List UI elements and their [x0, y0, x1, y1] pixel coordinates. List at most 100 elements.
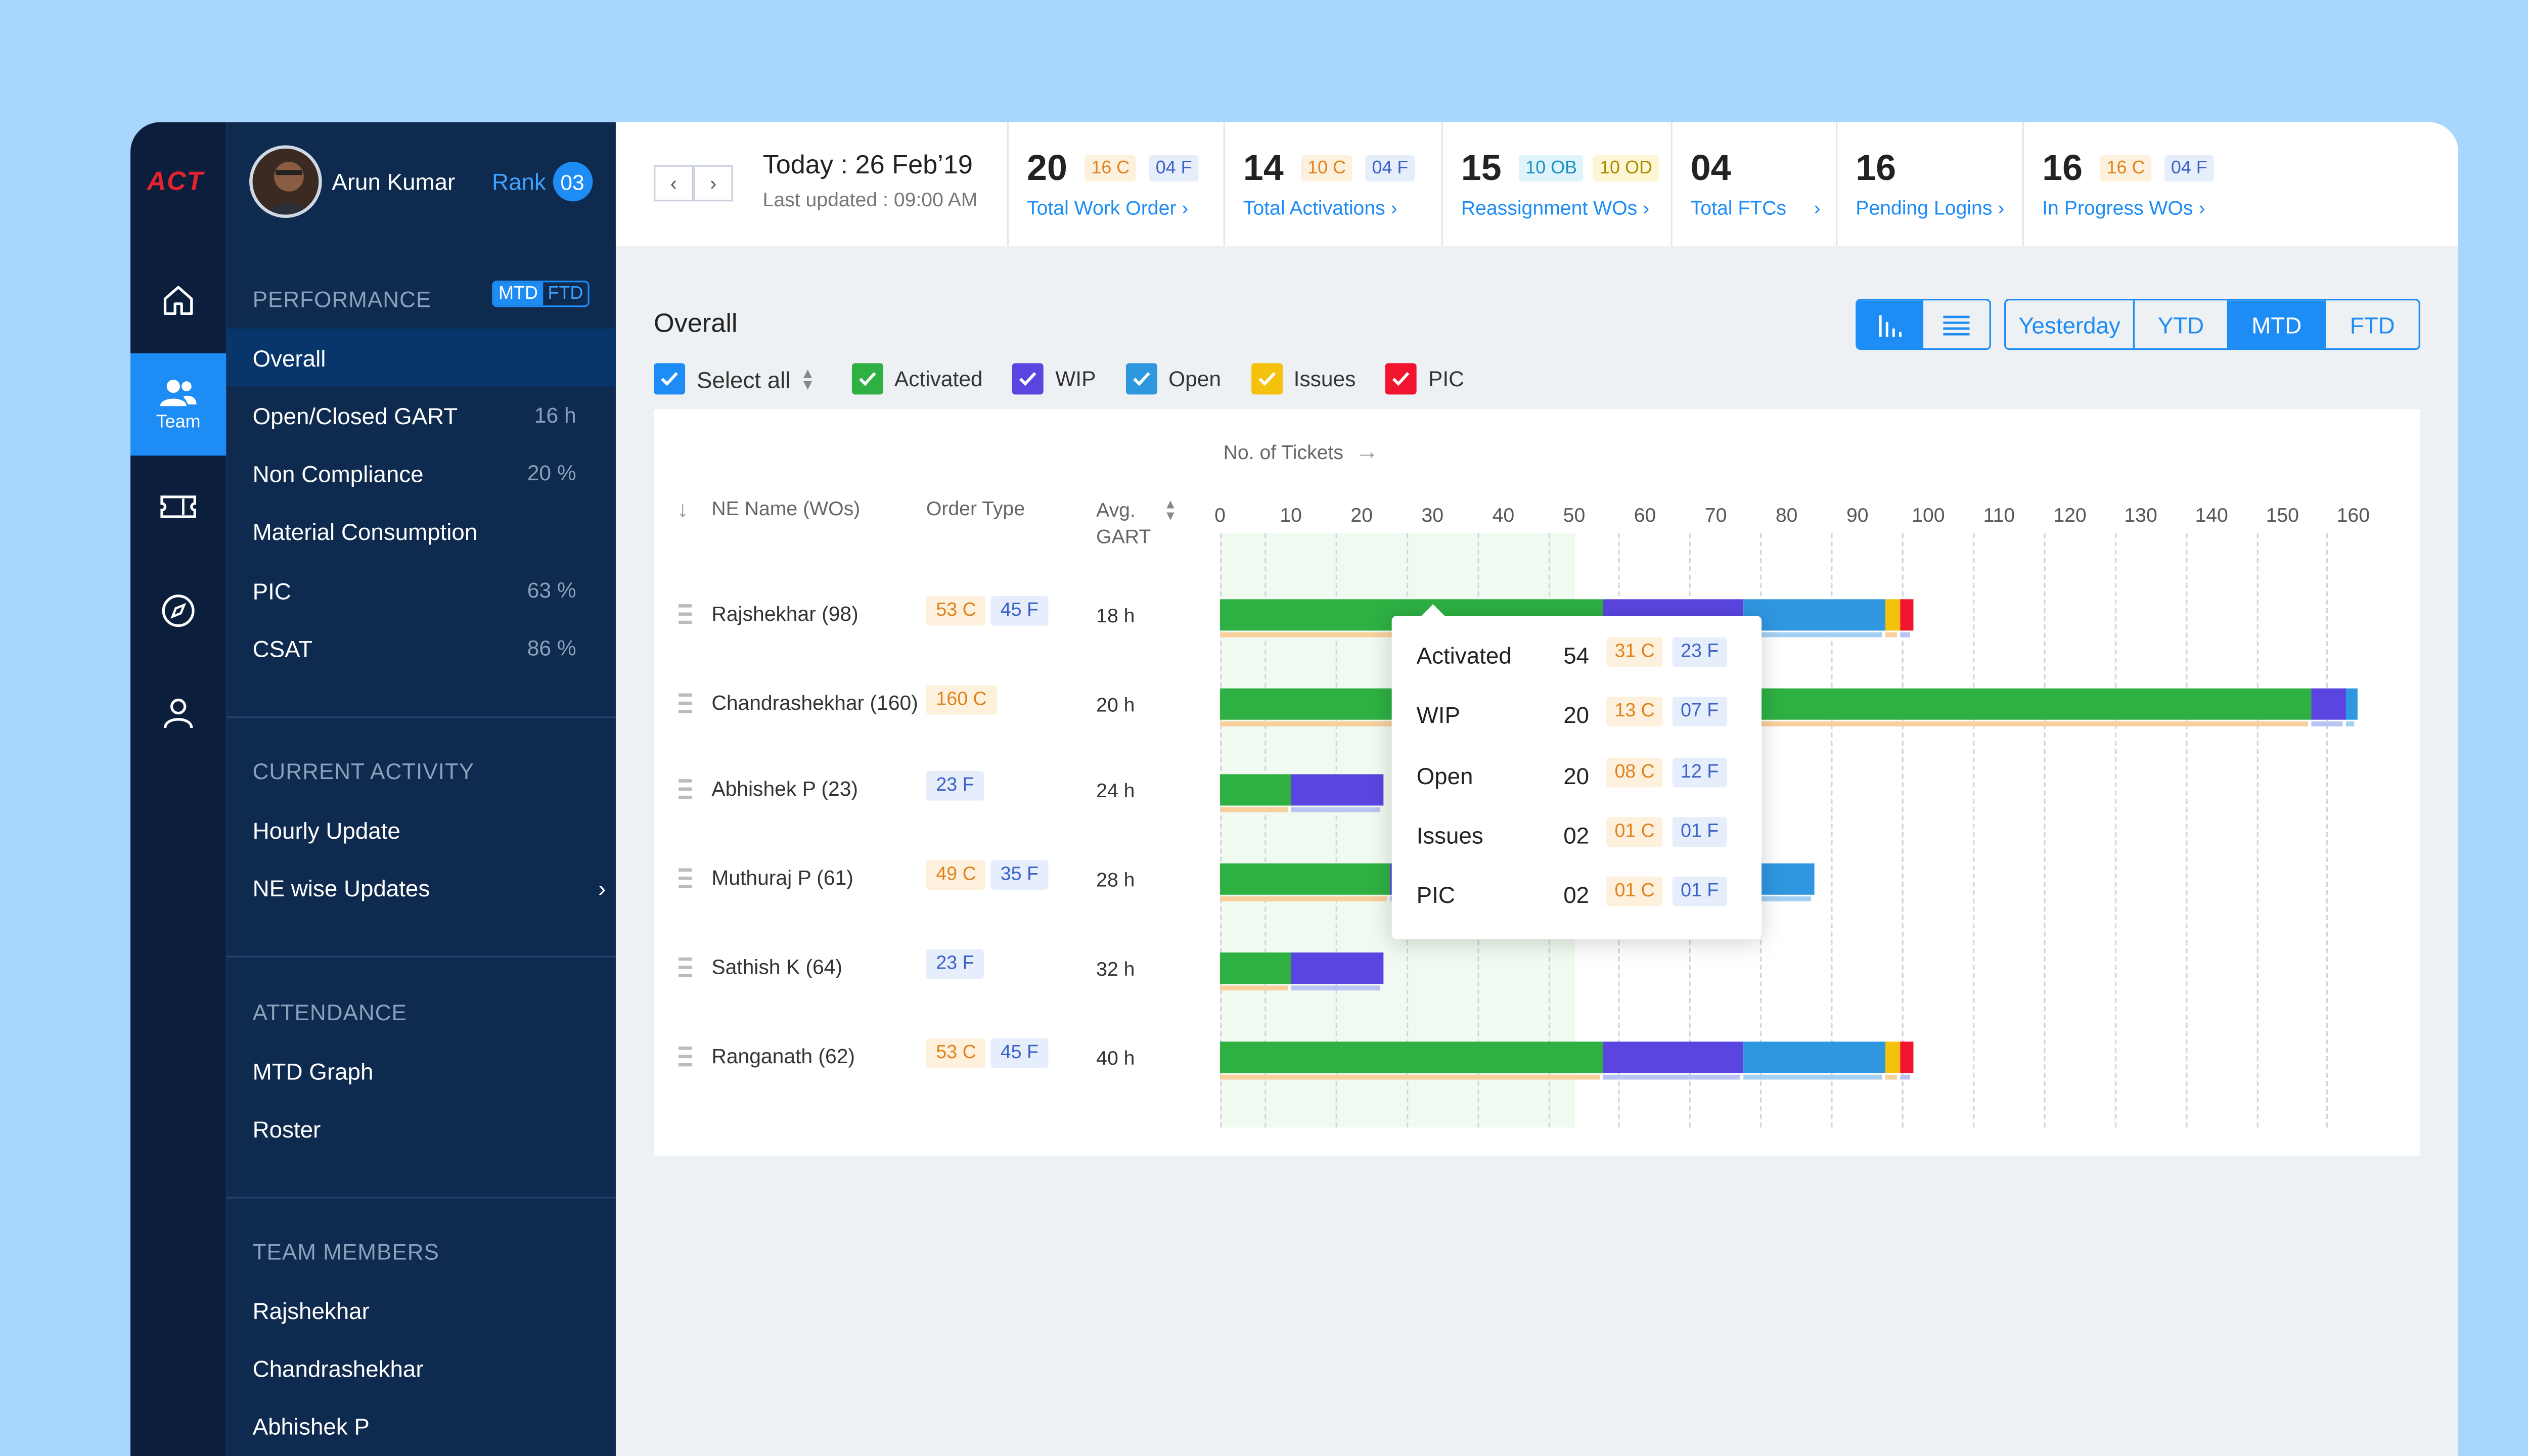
grid-line: [1220, 533, 1222, 1128]
select-all-checkbox[interactable]: Select all ▲ ▼: [654, 363, 815, 395]
stat-chip-c: 16 C: [2100, 155, 2152, 182]
user-profile[interactable]: Arun Kumar: [249, 145, 455, 218]
profile-nav-button[interactable]: [130, 677, 226, 750]
tooltip-row: WIP 20 13 C 07 F: [1417, 695, 1747, 738]
bar-segment-wip[interactable]: [2311, 688, 2346, 720]
sidebar-item-team-member[interactable]: Chandrashekhar: [226, 1339, 616, 1396]
drag-handle-icon[interactable]: [679, 779, 692, 799]
bar-segment-activated[interactable]: [1220, 688, 2311, 720]
rank-label: Rank: [492, 168, 546, 195]
check-icon: [1125, 363, 1157, 395]
toggle-mtd[interactable]: MTD: [493, 282, 543, 306]
legend-open[interactable]: Open: [1125, 363, 1221, 395]
grid-line: [1831, 533, 1833, 1128]
column-avg-gart[interactable]: Avg. GART: [1096, 498, 1151, 549]
drag-handle-icon[interactable]: [679, 957, 692, 978]
sort-icon[interactable]: ▲ ▼: [1164, 496, 1177, 524]
drag-handle-icon[interactable]: [679, 604, 692, 624]
sidebar-item-non-compliance[interactable]: Non Compliance 20 %: [226, 444, 616, 502]
sidebar-item-team-member[interactable]: Abhishek P: [226, 1396, 616, 1454]
next-date-button[interactable]: ›: [693, 165, 733, 202]
bar-segment-activated[interactable]: [1220, 952, 1291, 984]
bar-segment-open[interactable]: [1744, 1041, 1886, 1073]
view-toggle: [1856, 299, 1991, 350]
sidebar-item-team-member[interactable]: Rajshekhar: [226, 1281, 616, 1339]
tooltip-chip-c: 01 C: [1606, 817, 1663, 847]
bar-segment-wip[interactable]: [1291, 774, 1383, 806]
stat-link[interactable]: Pending Logins ›: [1856, 196, 2005, 220]
stat-link[interactable]: Reassignment WOs ›: [1461, 196, 1650, 220]
stat-link[interactable]: Total Activations ›: [1243, 196, 1397, 220]
drag-handle-icon[interactable]: [679, 1046, 692, 1067]
table-row[interactable]: Abhishek P (23) 23 F 24 h: [654, 766, 2420, 815]
sidebar-item-material-consumption[interactable]: Material Consumption: [226, 502, 616, 560]
grid-line: [1972, 533, 1974, 1128]
tab-mtd[interactable]: MTD: [2227, 300, 2325, 348]
legend-wip[interactable]: WIP: [1012, 363, 1096, 395]
tooltip-chip-f: 01 F: [1672, 817, 1727, 847]
sidebar-item-roster[interactable]: Roster: [226, 1100, 616, 1157]
bar-segment-wip[interactable]: [1291, 952, 1383, 984]
avg-gart-value: 40 h: [1096, 1046, 1135, 1070]
bar-segment-pic[interactable]: [1900, 1041, 1914, 1073]
legend-pic[interactable]: PIC: [1385, 363, 1464, 395]
tab-ftd[interactable]: FTD: [2324, 300, 2419, 348]
sidebar-item-open-closed-gart[interactable]: Open/Closed GART 16 h: [226, 386, 616, 444]
bar-segment-activated[interactable]: [1220, 863, 1390, 895]
sidebar-item-overall[interactable]: Overall: [226, 328, 616, 387]
sidebar-item-pic[interactable]: PIC 63 %: [226, 561, 616, 619]
sidebar-item-csat[interactable]: CSAT 86 %: [226, 619, 616, 676]
section-attendance: ATTENDANCE: [252, 1000, 407, 1025]
sidebar-item-ne-wise-updates[interactable]: NE wise Updates ›: [226, 858, 616, 916]
stat-total-activations[interactable]: 14 10 C 04 F Total Activations ›: [1223, 122, 1441, 246]
x-tick-label: 80: [1775, 503, 1798, 527]
today-date: Today : 26 Feb’19: [762, 152, 973, 180]
bar-segment-open[interactable]: [2346, 688, 2357, 720]
bar-underline: [1291, 807, 1380, 812]
stat-total-work-order[interactable]: 20 16 C 04 F Total Work Order ›: [1007, 122, 1224, 246]
tab-yesterday[interactable]: Yesterday: [2018, 311, 2120, 338]
team-nav-button[interactable]: Team: [130, 353, 227, 456]
sort-down-icon[interactable]: ↓: [676, 495, 689, 522]
bar-segment-issues[interactable]: [1885, 1041, 1900, 1073]
tab-ytd[interactable]: YTD: [2133, 300, 2227, 348]
column-order-type[interactable]: Order Type: [926, 496, 1025, 520]
home-nav-button[interactable]: [130, 264, 226, 337]
sidebar-item-hourly-update[interactable]: Hourly Update: [226, 801, 616, 858]
sidebar-item-mtd-graph[interactable]: MTD Graph: [226, 1041, 616, 1099]
tooltip-chip-f: 23 F: [1672, 637, 1727, 667]
bar-segment-pic[interactable]: [1900, 599, 1914, 631]
legend-activated[interactable]: Activated: [851, 363, 983, 395]
x-tick-label: 120: [2053, 503, 2087, 527]
toggle-ftd[interactable]: FTD: [548, 284, 583, 304]
bar-segment-activated[interactable]: [1220, 774, 1291, 806]
drag-handle-icon[interactable]: [679, 868, 692, 888]
stat-in-progress-wos[interactable]: 16 16 C 04 F In Progress WOs ›: [2022, 122, 2458, 246]
bar-segment-activated[interactable]: [1220, 1041, 1603, 1073]
bar-segment-issues[interactable]: [1885, 599, 1900, 631]
table-row[interactable]: Sathish K (64) 23 F 32 h: [654, 944, 2420, 994]
sidebar-item-value: 16 h: [534, 402, 576, 428]
table-row[interactable]: Ranganath (62) 53 C 45 F 40 h: [654, 1033, 2420, 1083]
drag-handle-icon[interactable]: [679, 693, 692, 713]
stat-total-ftcs[interactable]: 04 Total FTCs ›: [1671, 122, 1836, 246]
explore-nav-button[interactable]: [130, 574, 226, 647]
bar-underline: [1885, 632, 1897, 638]
bar-segment-open[interactable]: [1744, 599, 1886, 631]
column-name[interactable]: NE Name (WOs): [711, 496, 861, 520]
stat-link[interactable]: In Progress WOs ›: [2042, 196, 2205, 220]
tickets-nav-button[interactable]: [130, 471, 226, 543]
legend-label: Activated: [894, 366, 983, 391]
bar-segment-wip[interactable]: [1602, 1041, 1744, 1073]
stat-pending-logins[interactable]: 16 Pending Logins ›: [1836, 122, 2022, 246]
list-view-button[interactable]: [1923, 300, 1990, 348]
chart-view-button[interactable]: [1857, 300, 1924, 348]
stat-reassignment-wos[interactable]: 15 10 OB 10 OD Reassignment WOs ›: [1441, 122, 1671, 246]
stat-link[interactable]: Total FTCs ›: [1690, 196, 1821, 220]
arrow-right-icon: →: [1355, 437, 1379, 464]
mtd-ftd-toggle[interactable]: MTD FTD: [492, 281, 590, 307]
prev-date-button[interactable]: ‹: [654, 165, 694, 202]
stat-link[interactable]: Total Work Order ›: [1027, 196, 1189, 220]
bar-underline: [1885, 1074, 1897, 1080]
legend-issues[interactable]: Issues: [1250, 363, 1356, 395]
